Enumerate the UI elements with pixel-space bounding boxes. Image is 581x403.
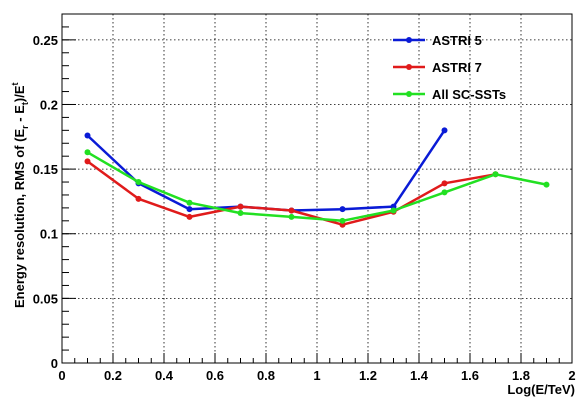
x-tick-label: 1.8 (512, 368, 530, 383)
grid-lines (62, 14, 572, 363)
series-line-2 (86, 151, 547, 223)
x-tick-label: 0.6 (206, 368, 224, 383)
data-point (339, 206, 346, 213)
data-point (441, 127, 448, 134)
data-point (390, 207, 397, 214)
data-point (84, 132, 91, 139)
data-point (237, 210, 244, 217)
x-tick-label: 0.8 (257, 368, 275, 383)
legend-marker (406, 91, 412, 97)
y-tick-label: 0.25 (33, 33, 58, 48)
data-point (441, 189, 448, 196)
legend-marker (406, 37, 412, 43)
legend-label: ASTRI 7 (432, 60, 482, 75)
data-point (288, 207, 295, 214)
y-axis-label-sub-r: r (20, 125, 30, 129)
series-lines (84, 127, 550, 228)
y-axis-label-sub-t: t (20, 102, 30, 105)
legend-marker (406, 64, 412, 70)
y-axis-label: Energy resolution, RMS of (Er - Et)/Et (10, 83, 30, 309)
y-axis-label-main: Energy resolution, RMS of (E (12, 129, 27, 308)
x-tick-label: 1.4 (410, 368, 429, 383)
legend-label: ASTRI 5 (432, 33, 482, 48)
x-tick-label: 0 (58, 368, 65, 383)
data-point (441, 180, 448, 187)
y-axis-label-close: )/E (12, 85, 27, 102)
data-point (492, 171, 499, 178)
y-tick-label: 0.05 (33, 291, 58, 306)
x-tick-label: 0.4 (155, 368, 174, 383)
x-tick-label: 1 (313, 368, 320, 383)
tick-labels: 0 0.2 0.4 0.6 0.8 1 1.2 1.4 1.6 1.8 2 0 0.05 0.1 0.15 0… (33, 33, 576, 383)
data-point (84, 158, 91, 165)
x-tick-label: 0.2 (104, 368, 122, 383)
data-point (288, 213, 295, 220)
y-tick-label: 0 (51, 356, 58, 371)
data-point (186, 206, 193, 213)
data-point (84, 149, 91, 156)
x-tick-label: 1.2 (359, 368, 377, 383)
x-axis-label: Log(E/TeV) (507, 382, 575, 397)
y-axis-label-sub-t2: t (10, 83, 20, 86)
data-point (237, 203, 244, 210)
data-point (339, 217, 346, 224)
legend: ASTRI 5 ASTRI 7 All SC-SSTs (393, 33, 506, 102)
x-tick-label: 1.6 (461, 368, 479, 383)
data-point (186, 199, 193, 206)
y-tick-label: 0.1 (40, 227, 58, 242)
plot-frame (61, 13, 573, 364)
data-point (135, 195, 142, 202)
data-point (135, 179, 142, 186)
data-point (186, 213, 193, 220)
data-point (543, 181, 550, 188)
y-tick-label: 0.2 (40, 97, 58, 112)
x-tick-label: 2 (568, 368, 575, 383)
y-tick-label: 0.15 (33, 162, 58, 177)
y-axis-label-mid: - E (12, 105, 27, 126)
legend-label: All SC-SSTs (432, 87, 506, 102)
